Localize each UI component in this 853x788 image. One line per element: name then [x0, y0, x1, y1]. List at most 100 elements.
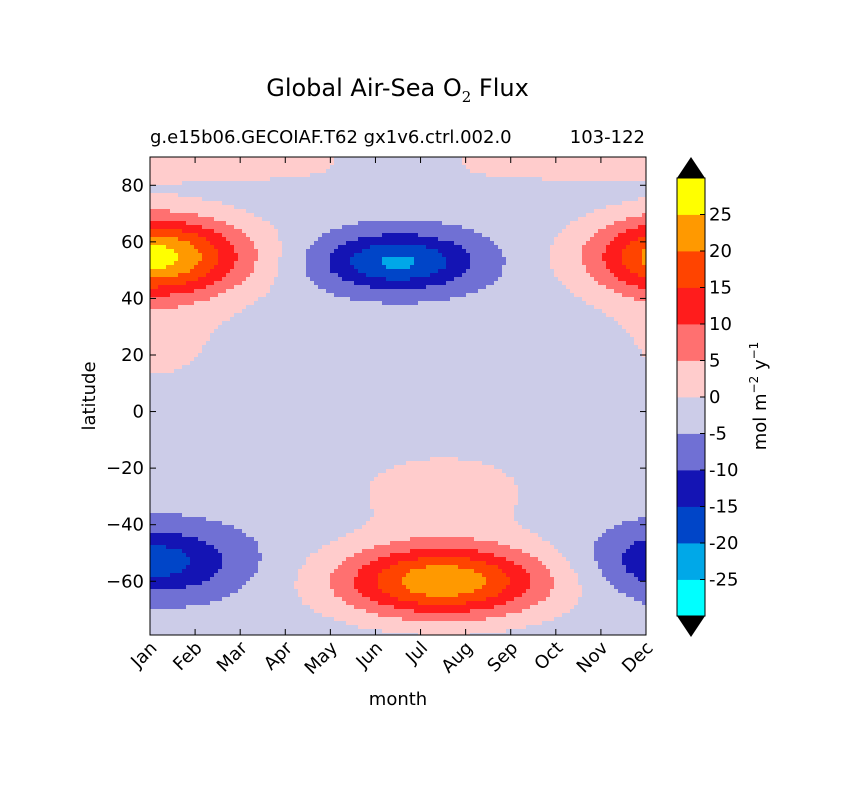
contour-cell [626, 245, 646, 250]
contour-cell [506, 261, 551, 266]
contour-cell [582, 249, 607, 254]
contour-cell [634, 337, 646, 342]
contour-cell [150, 273, 179, 278]
contour-cell [502, 589, 527, 594]
contour-cell [306, 261, 331, 266]
contour-cell [234, 249, 259, 254]
contour-cell [578, 577, 607, 582]
contour-cell [506, 557, 539, 562]
contour-cell [150, 585, 187, 590]
contour-cell [330, 165, 467, 170]
contour-cell [414, 257, 447, 262]
contour-cell [150, 525, 235, 530]
contour-cell [578, 581, 611, 586]
contour-cell [618, 321, 646, 326]
contour-cell [150, 529, 243, 534]
contour-cell [202, 581, 247, 586]
contour-cell [370, 245, 427, 250]
contour-cell [586, 213, 643, 218]
contour-cell [358, 237, 439, 242]
contour-cell [150, 557, 191, 562]
contour-cell [150, 161, 335, 166]
contour-cell [342, 225, 463, 230]
contour-cell [150, 541, 207, 546]
contour-cell [606, 285, 639, 290]
contour-cell [210, 601, 303, 606]
contour-cell [214, 217, 263, 222]
contour-cell [230, 593, 299, 598]
contour-cell [594, 277, 619, 282]
contour-cell [222, 597, 303, 602]
contour-cell [466, 165, 646, 170]
contour-cell [150, 461, 407, 466]
contour-cell [486, 617, 555, 622]
contour-cell [606, 577, 639, 582]
contour-cell [598, 229, 627, 234]
contour-cell [150, 193, 179, 198]
contour-cell [594, 545, 631, 550]
contour-cell [402, 577, 487, 582]
contour-cell [150, 569, 183, 574]
contour-cell [582, 245, 607, 250]
contour-cell [542, 177, 646, 182]
contour-cell [150, 397, 646, 402]
contour-cell [150, 305, 179, 310]
contour-cell [554, 585, 583, 590]
contour-cell [446, 281, 495, 286]
contour-cell [378, 473, 507, 478]
contour-cell [378, 581, 403, 586]
contour-cell [606, 261, 623, 266]
contour-cell [634, 573, 646, 578]
contour-cell [382, 569, 411, 574]
contour-cell [206, 273, 227, 278]
contour-cell [550, 573, 579, 578]
contour-cell [586, 269, 611, 274]
contour-cell [150, 173, 311, 178]
contour-cell [246, 277, 275, 282]
contour-cell [246, 209, 595, 214]
contour-cell [354, 605, 395, 610]
contour-cell [510, 581, 531, 586]
contour-cell [494, 281, 563, 286]
contour-cell [594, 557, 623, 562]
contour-cell [254, 573, 299, 578]
contour-cell [150, 265, 167, 270]
contour-cell [150, 513, 183, 518]
contour-cell [346, 241, 455, 246]
contour-cell [306, 249, 335, 254]
contour-cell [150, 417, 646, 422]
contour-cell [530, 529, 607, 534]
contour-cell [190, 361, 646, 366]
contour-cell [586, 301, 646, 306]
contour-cell [234, 245, 255, 250]
contour-cell [150, 201, 223, 206]
contour-cell [562, 229, 599, 234]
contour-cell [258, 545, 323, 550]
contour-cell [150, 601, 211, 606]
contour-cell [150, 257, 179, 262]
contour-cell [150, 505, 371, 510]
contour-cell [586, 265, 607, 270]
colorbar-tick-label: -10 [709, 460, 738, 481]
contour-cell [530, 605, 575, 610]
contour-cell [486, 173, 646, 178]
contour-cell [150, 253, 179, 258]
contour-cell [370, 505, 515, 510]
contour-cell [378, 573, 407, 578]
colorbar-tick-label: -5 [709, 424, 727, 445]
contour-cell [390, 553, 495, 558]
contour-cell [578, 573, 603, 578]
contour-cell [278, 233, 323, 238]
contour-cell [334, 617, 403, 622]
contour-cell [570, 609, 646, 614]
contour-cell [334, 161, 463, 166]
contour-cell [150, 473, 379, 478]
contour-cell [602, 573, 635, 578]
contour-cell [530, 581, 555, 586]
contour-cell [590, 237, 615, 242]
contour-cell [206, 541, 259, 546]
x-tick-label: Aug [437, 638, 477, 678]
contour-cell [458, 457, 646, 462]
contour-cell [258, 561, 307, 566]
contour-cell [542, 561, 571, 566]
